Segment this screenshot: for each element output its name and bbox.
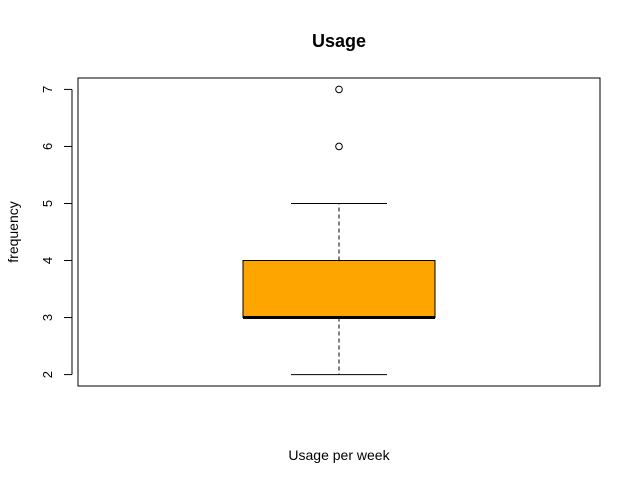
y-tick-label: 3 [40, 314, 55, 321]
x-axis-label: Usage per week [288, 447, 390, 463]
outlier-point [335, 142, 343, 151]
y-axis: 2 3 4 5 6 7 [40, 86, 73, 378]
y-tick-label: 5 [40, 200, 55, 207]
box-plot [242, 85, 436, 376]
y-tick-label: 6 [40, 143, 55, 150]
y-tick-label: 7 [40, 86, 55, 93]
y-tick-label: 2 [40, 371, 55, 378]
iqr-box [242, 260, 436, 319]
outlier-point [335, 85, 343, 94]
plot-frame [77, 77, 601, 387]
chart-title: Usage [312, 31, 366, 51]
y-tick-label: 4 [40, 257, 55, 264]
y-axis-label: frequency [5, 201, 21, 262]
